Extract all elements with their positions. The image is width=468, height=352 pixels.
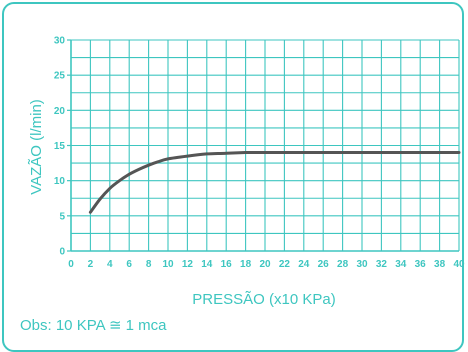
x-tick-label: 24 bbox=[298, 259, 310, 270]
flow-curve bbox=[88, 150, 461, 214]
y-tick-label: 30 bbox=[54, 36, 66, 47]
x-tick-label: 34 bbox=[395, 259, 407, 270]
x-tick-label: 0 bbox=[68, 259, 74, 270]
y-tick-label: 25 bbox=[54, 71, 66, 82]
x-tick-label: 16 bbox=[221, 259, 233, 270]
series-layer bbox=[88, 150, 461, 214]
x-tick-label: 14 bbox=[201, 259, 213, 270]
y-tick-label: 5 bbox=[59, 211, 65, 222]
x-tick-label: 10 bbox=[162, 259, 174, 270]
y-tick-label: 15 bbox=[54, 141, 66, 152]
x-axis-title: PRESSÃO (x10 KPa) bbox=[192, 291, 335, 308]
grid bbox=[71, 39, 460, 251]
x-tick-label: 32 bbox=[376, 259, 388, 270]
x-tick-label: 4 bbox=[107, 259, 113, 270]
x-tick-label: 6 bbox=[126, 259, 132, 270]
x-tick-label: 38 bbox=[434, 259, 446, 270]
x-tick-label: 26 bbox=[318, 259, 330, 270]
footnote: Obs: 10 KPA ≅ 1 mca bbox=[20, 317, 167, 334]
y-tick-label: 10 bbox=[54, 176, 66, 187]
x-tick-label: 18 bbox=[240, 259, 252, 270]
x-tick-label: 8 bbox=[146, 259, 152, 270]
x-tick-label: 40 bbox=[453, 259, 465, 270]
y-axis-title: VAZÃO (l/min) bbox=[28, 99, 45, 195]
y-tick-labels: 0 5 10 15 20 25 30 bbox=[54, 36, 66, 258]
x-tick-label: 2 bbox=[88, 259, 94, 270]
x-tick-label: 12 bbox=[182, 259, 194, 270]
x-tick-label: 30 bbox=[356, 259, 368, 270]
x-tick-label: 36 bbox=[415, 259, 427, 270]
x-tick-label: 22 bbox=[279, 259, 291, 270]
x-tick-label: 28 bbox=[337, 259, 349, 270]
y-tick-label: 20 bbox=[54, 106, 66, 117]
y-tick-label: 0 bbox=[59, 247, 65, 258]
axes bbox=[67, 39, 459, 252]
x-tick-labels: 0 2 4 6 8 10 12 14 16 18 20 22 24 26 28 30 32 34 36 38 40 bbox=[68, 259, 465, 270]
x-tick-label: 20 bbox=[259, 259, 271, 270]
